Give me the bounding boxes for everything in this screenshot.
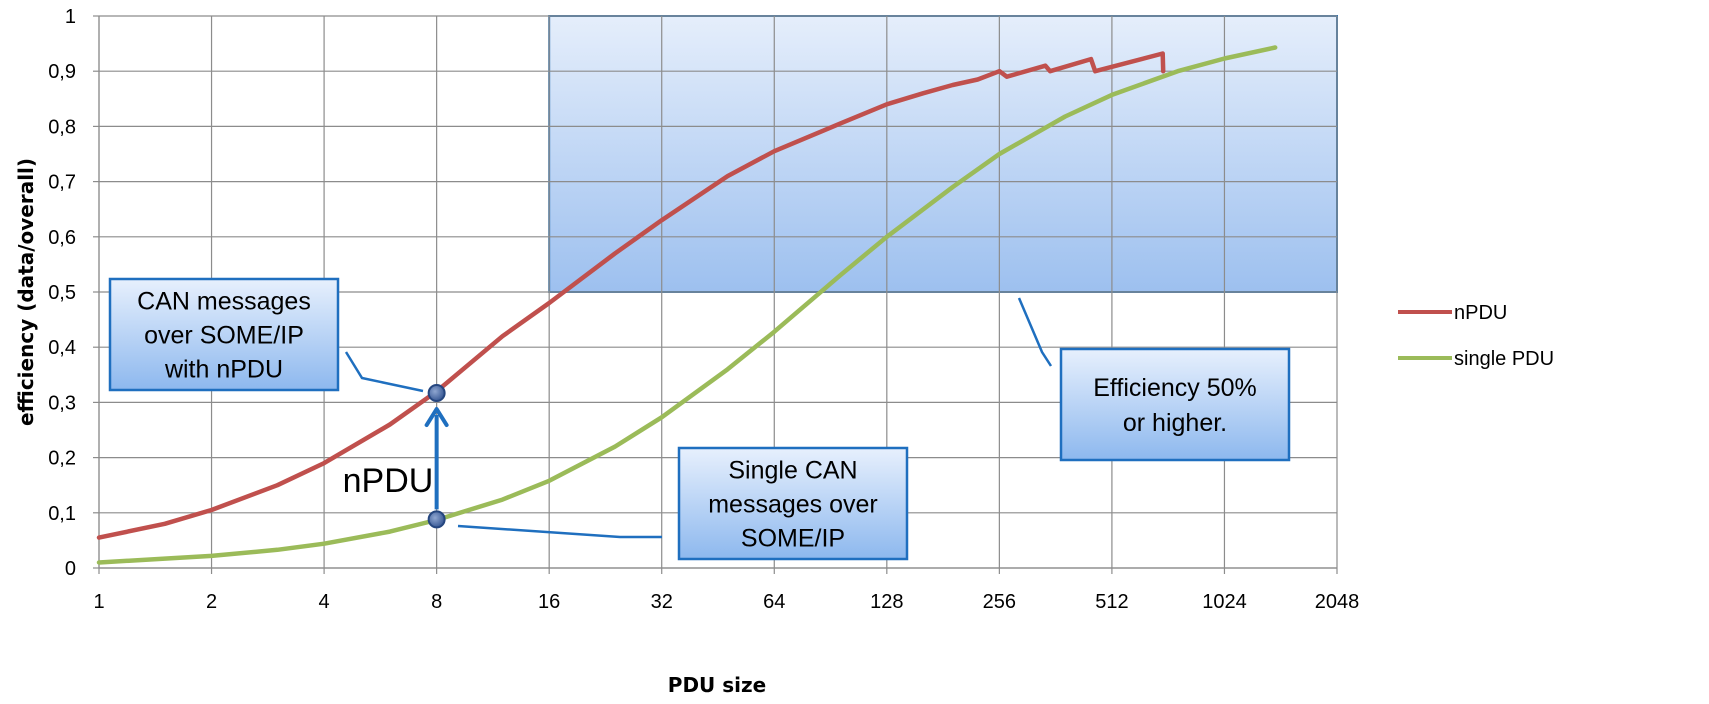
annotations: nPDU CAN messages over SOME/IP with nPDU Sin… bbox=[108, 277, 1291, 561]
callout-leader-single-can bbox=[457, 524, 662, 539]
y-tick-label: 0 bbox=[65, 558, 76, 580]
callout-single-can-box-line: messages over bbox=[708, 491, 878, 519]
callout-can-npdu-box-line: over SOME/IP bbox=[144, 322, 304, 350]
series-line-single-pdu bbox=[96, 45, 1278, 565]
npdu-arrow-head bbox=[424, 407, 449, 428]
y-tick-label: 1 bbox=[65, 6, 76, 28]
legend: nPDU single PDU bbox=[1398, 302, 1554, 370]
callout-leader-efficiency bbox=[1017, 297, 1053, 367]
x-axis-title: PDU size bbox=[668, 673, 766, 697]
callout-single-can-box-line: SOME/IP bbox=[741, 525, 845, 553]
callout-single-can-box bbox=[677, 446, 909, 561]
y-tick-label: 0,5 bbox=[48, 282, 76, 304]
legend-label-npdu: nPDU bbox=[1454, 302, 1507, 324]
y-axis-title: efficiency (data/overall) bbox=[14, 158, 38, 426]
callout-leader-can-npdu bbox=[344, 351, 424, 393]
y-tick-label: 0,6 bbox=[48, 227, 76, 249]
legend-label-single-pdu: single PDU bbox=[1454, 348, 1554, 370]
npdu-arrow-label: nPDU bbox=[343, 462, 434, 500]
series bbox=[96, 45, 1278, 565]
y-tick-label: 0,7 bbox=[48, 172, 76, 194]
x-tick-label: 1 bbox=[93, 591, 104, 613]
y-tick-label: 0,3 bbox=[48, 392, 76, 414]
y-tick-label: 0,1 bbox=[48, 503, 76, 525]
x-tick-label: 2 bbox=[206, 591, 217, 613]
x-tick-label: 32 bbox=[651, 591, 673, 613]
marker-npdu-point bbox=[427, 384, 446, 403]
callout-efficiency-box-line: Efficiency 50% bbox=[1093, 374, 1257, 402]
callout-efficiency-box-line: or higher. bbox=[1123, 409, 1227, 437]
callout-efficiency-box bbox=[1059, 347, 1291, 462]
callout-can-npdu-box-line: with nPDU bbox=[164, 356, 283, 384]
series-line-npdu bbox=[96, 51, 1166, 540]
callout-single-can-box-line: Single CAN bbox=[728, 457, 857, 485]
y-tick-label: 0,8 bbox=[48, 116, 76, 138]
callout-can-npdu-box-line: CAN messages bbox=[137, 288, 311, 316]
x-tick-label: 256 bbox=[983, 591, 1016, 613]
x-tick-label: 2048 bbox=[1315, 591, 1360, 613]
x-tick-label: 64 bbox=[763, 591, 785, 613]
x-tick-label: 8 bbox=[431, 591, 442, 613]
y-tick-label: 0,2 bbox=[48, 448, 76, 470]
x-tick-label: 4 bbox=[319, 591, 330, 613]
axes: 1 2 4 8 16 32 64 128 256 512 1024 2048 0 0,1 0,2 0,3 0,4… bbox=[48, 6, 1359, 613]
efficiency-region bbox=[548, 15, 1338, 293]
x-tick-label: 1024 bbox=[1202, 591, 1247, 613]
callout-can-npdu-box bbox=[108, 277, 340, 392]
x-tick-label: 128 bbox=[870, 591, 903, 613]
y-tick-label: 0,4 bbox=[48, 337, 76, 359]
x-tick-label: 512 bbox=[1095, 591, 1128, 613]
y-tick-label: 0,9 bbox=[48, 61, 76, 83]
x-tick-label: 16 bbox=[538, 591, 560, 613]
marker-single-pdu-point bbox=[427, 510, 446, 529]
